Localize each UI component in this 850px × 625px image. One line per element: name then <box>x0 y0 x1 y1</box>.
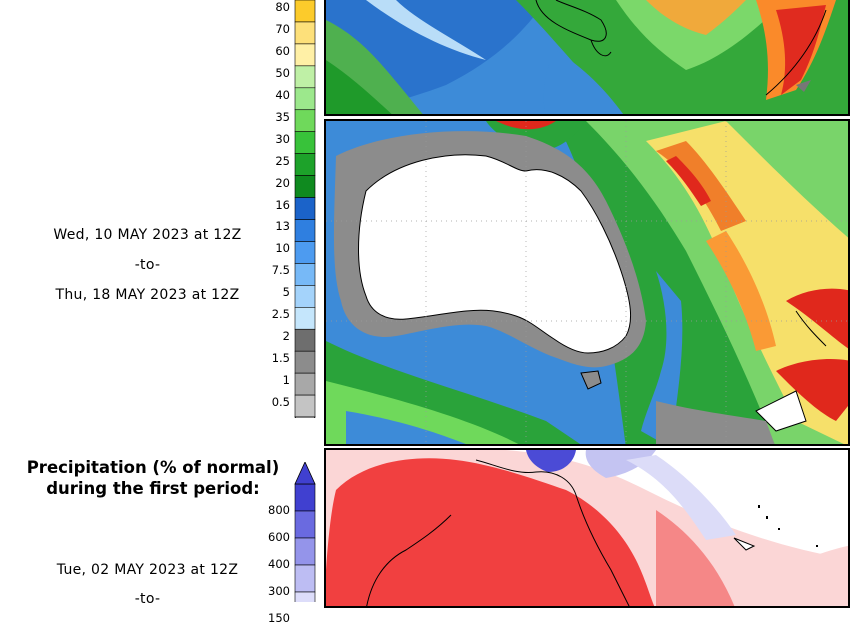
colorbar-label: 300 <box>268 584 290 598</box>
colorbar-swatch <box>294 564 316 593</box>
colorbar-percent-normal <box>294 461 316 620</box>
colorbar-swatch <box>294 87 316 111</box>
colorbar-label: 5 <box>282 285 290 300</box>
colorbar-swatch <box>294 175 316 198</box>
colorbar-label: 150 <box>268 611 290 625</box>
colorbar-label: 7.5 <box>271 263 290 278</box>
colorbar-swatch <box>294 372 316 396</box>
colorbar-swatch <box>294 0 316 23</box>
colorbar-label: 2.5 <box>271 307 290 322</box>
colorbar-label: 25 <box>275 153 290 168</box>
colorbar-label: 80 <box>275 0 290 14</box>
colorbar-label: 30 <box>275 131 290 146</box>
colorbar-label: 35 <box>275 109 290 124</box>
colorbar-swatch <box>294 263 316 286</box>
colorbar-swatch <box>294 65 316 89</box>
colorbar-swatch <box>294 285 316 308</box>
colorbar-svg-2 <box>294 461 316 620</box>
colorbar-swatch <box>294 537 316 566</box>
colorbar-swatch <box>294 510 316 539</box>
colorbar-label: 2 <box>282 329 290 344</box>
colorbar-swatch <box>294 306 316 330</box>
period-start-date: Wed, 10 MAY 2023 at 12Z <box>53 227 242 243</box>
colorbar-label: 20 <box>275 175 290 190</box>
colorbar-label: 600 <box>268 530 290 544</box>
colorbar-swatch <box>294 153 316 176</box>
period2-start-date: Tue, 02 MAY 2023 at 12Z <box>56 562 239 578</box>
colorbar-label: 800 <box>268 503 290 517</box>
colorbar-swatch <box>294 394 316 418</box>
colorbar-swatch <box>294 219 316 242</box>
period-separator: -to- <box>134 257 161 273</box>
legend-title: Precipitation (% of normal) during the f… <box>8 457 298 499</box>
colorbar-label: 1 <box>282 373 290 388</box>
colorbar-label: 70 <box>275 21 290 36</box>
colorbar-label: 50 <box>275 65 290 80</box>
colorbar-svg <box>294 0 316 441</box>
precip-map-middle-svg <box>326 121 848 444</box>
colorbar-swatch <box>294 483 316 512</box>
colorbar-swatch <box>294 591 316 620</box>
colorbar-swatch <box>294 131 316 154</box>
colorbar-swatch <box>294 21 316 45</box>
colorbar-swatch <box>294 241 316 264</box>
colorbar-label: 60 <box>275 43 290 58</box>
colorbar-swatch <box>294 328 316 352</box>
percent-normal-map-svg <box>326 450 848 606</box>
colorbar-label: 400 <box>268 557 290 571</box>
colorbar-swatch <box>294 109 316 133</box>
period2-separator: -to- <box>134 591 161 607</box>
precip-map-forecast-period <box>324 119 850 446</box>
legend-title-line2: during the first period: <box>46 479 260 498</box>
colorbar-swatch <box>294 350 316 374</box>
colorbar-swatch <box>294 197 316 220</box>
legend-title-line1: Precipitation (% of normal) <box>26 458 280 477</box>
colorbar-label: 10 <box>275 241 290 256</box>
period-end-date: Thu, 18 MAY 2023 at 12Z <box>55 287 240 303</box>
colorbar-label: 13 <box>275 219 290 234</box>
percent-normal-map <box>324 448 850 608</box>
colorbar-label: 16 <box>275 197 290 212</box>
colorbar-arrow <box>294 416 316 441</box>
colorbar-swatch <box>294 43 316 67</box>
colorbar-label: 0.5 <box>271 395 290 410</box>
precip-map-previous-period <box>324 0 850 116</box>
precip-map-top-svg <box>326 0 848 114</box>
colorbar-precip-amount <box>294 0 316 441</box>
colorbar-arrow <box>294 461 316 485</box>
colorbar-label: 40 <box>275 87 290 102</box>
colorbar-label: 1.5 <box>271 351 290 366</box>
